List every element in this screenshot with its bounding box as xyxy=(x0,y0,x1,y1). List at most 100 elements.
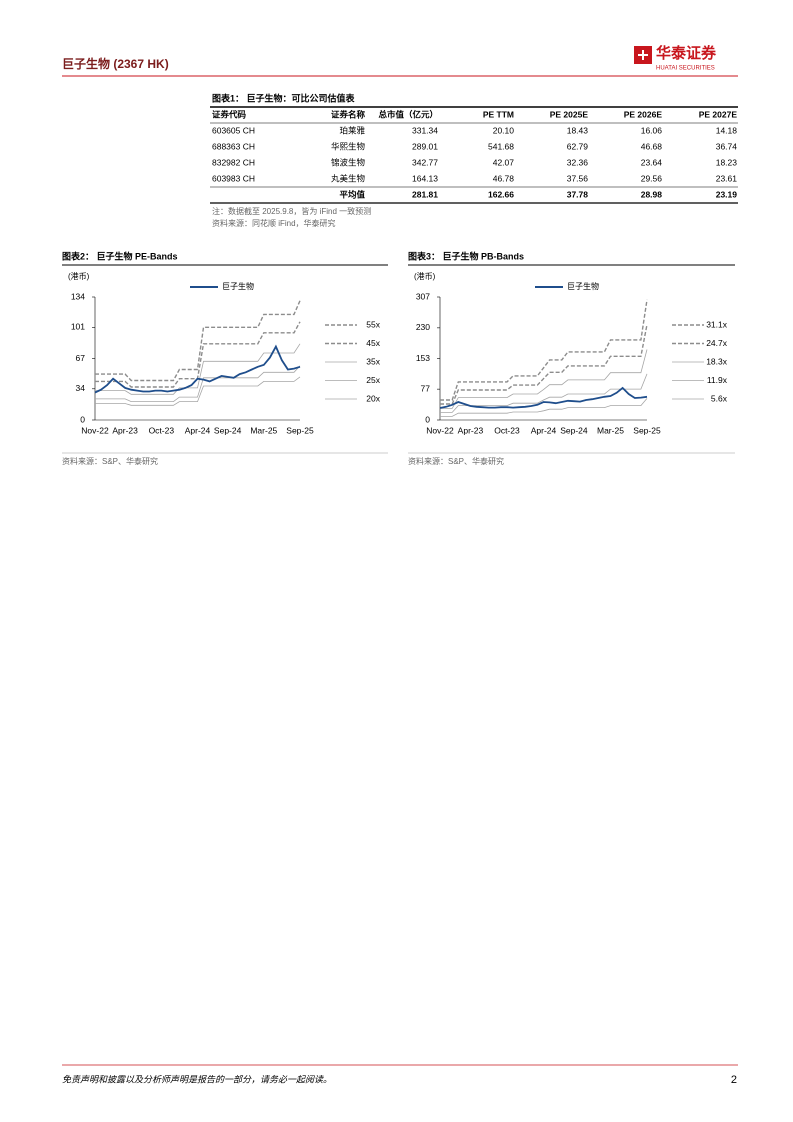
x-tick-label: Oct-23 xyxy=(494,425,520,435)
x-tick-label: Oct-23 xyxy=(149,425,175,435)
series-line xyxy=(439,386,648,409)
table-header: 证券代码 xyxy=(212,109,247,119)
series-line xyxy=(440,373,648,413)
series-line xyxy=(440,324,648,405)
series-line xyxy=(95,300,301,382)
table-cell: 603983 CH xyxy=(212,173,255,183)
x-tick-label: Apr-23 xyxy=(112,425,138,435)
series-line xyxy=(95,376,301,406)
table-cell: 28.98 xyxy=(641,189,663,199)
legend-label: 巨子生物 xyxy=(567,281,599,291)
page-number: 2 xyxy=(731,1074,737,1086)
legend-label: 5.6x xyxy=(711,393,728,403)
x-tick-label: Sep-24 xyxy=(560,425,588,435)
table-cell: 珀莱雅 xyxy=(339,125,365,135)
table-cell: 32.36 xyxy=(567,157,589,167)
disclaimer: 免责声明和披露以及分析师声明是报告的一部分，请务必一起阅读。 xyxy=(62,1074,332,1084)
legend-label: 24.7x xyxy=(706,338,728,348)
chart-title: 图表2： 巨子生物 PE-Bands xyxy=(62,250,178,261)
legend-label: 35x xyxy=(366,356,380,366)
y-tick-label: 101 xyxy=(71,322,85,332)
series-line xyxy=(95,365,301,402)
table-header: PE TTM xyxy=(483,109,514,119)
logo-mark xyxy=(638,50,648,60)
table-header: PE 2027E xyxy=(699,109,738,119)
legend-label: 25x xyxy=(366,375,380,385)
series-line xyxy=(95,321,301,388)
y-tick-label: 307 xyxy=(416,291,430,301)
table-header: PE 2025E xyxy=(550,109,589,119)
series-line xyxy=(94,344,301,394)
logo-en: HUATAI SECURITIES xyxy=(656,66,715,72)
y-tick-label: 230 xyxy=(416,322,430,332)
x-tick-label: Mar-25 xyxy=(250,425,277,435)
table-cell: 华熙生物 xyxy=(331,141,366,151)
table-cell: 42.07 xyxy=(493,157,515,167)
legend-label: 18.3x xyxy=(706,356,728,366)
series-line xyxy=(440,398,648,417)
table-cell: 平均值 xyxy=(339,189,365,199)
logo-cn: 华泰证券 xyxy=(656,44,717,62)
table-cell: 46.68 xyxy=(641,141,663,151)
y-unit: (港币) xyxy=(68,271,90,281)
y-unit: (港币) xyxy=(414,271,436,281)
table-cell: 832982 CH xyxy=(212,157,255,167)
table-cell: 289.01 xyxy=(412,141,438,151)
table-cell: 锦波生物 xyxy=(331,157,366,167)
table-cell: 29.56 xyxy=(641,173,663,183)
y-tick-label: 0 xyxy=(425,414,430,424)
chart-title: 图表3： 巨子生物 PB-Bands xyxy=(408,250,524,261)
series-line xyxy=(440,299,648,401)
chart-source: 资料来源：S&P、华泰研究 xyxy=(408,456,504,466)
table-cell: 37.78 xyxy=(567,189,589,199)
table-cell: 603605 CH xyxy=(212,125,255,135)
legend-label: 11.9x xyxy=(707,375,728,385)
y-tick-label: 153 xyxy=(416,353,430,363)
y-tick-label: 67 xyxy=(76,353,86,363)
x-tick-label: Sep-25 xyxy=(286,425,314,435)
table-cell: 20.10 xyxy=(493,125,515,135)
table-cell: 丸美生物 xyxy=(331,173,366,183)
legend-label: 20x xyxy=(366,393,380,403)
x-tick-label: Apr-23 xyxy=(458,425,484,435)
series-line xyxy=(440,349,648,409)
table-cell: 162.66 xyxy=(488,189,514,199)
y-tick-label: 0 xyxy=(80,414,85,424)
x-tick-label: Sep-24 xyxy=(214,425,242,435)
x-tick-label: Apr-24 xyxy=(531,425,557,435)
table-source: 资料来源：同花顺 iFind，华泰研究 xyxy=(212,218,336,228)
x-tick-label: Nov-22 xyxy=(81,425,109,435)
company: 巨子生物 (2367 HK) xyxy=(62,56,169,71)
table-note: 注：数据截至 2025.9.8，皆为 iFind 一致预测 xyxy=(212,206,371,216)
x-tick-label: Apr-24 xyxy=(185,425,211,435)
table-cell: 23.64 xyxy=(641,157,663,167)
table-cell: 342.77 xyxy=(412,157,438,167)
table-cell: 23.61 xyxy=(716,173,738,183)
y-tick-label: 134 xyxy=(71,291,85,301)
table-cell: 281.81 xyxy=(412,189,438,199)
table-cell: 16.06 xyxy=(641,125,663,135)
legend-label: 55x xyxy=(366,319,380,329)
y-tick-label: 34 xyxy=(76,383,86,393)
table-cell: 18.23 xyxy=(716,157,738,167)
table-header: 总市值（亿元） xyxy=(378,109,438,119)
table-cell: 18.43 xyxy=(567,125,589,135)
legend-label: 31.1x xyxy=(706,319,728,329)
table-title: 图表1： 巨子生物：可比公司估值表 xyxy=(212,92,356,103)
table-cell: 164.13 xyxy=(412,173,438,183)
series-line xyxy=(95,343,301,395)
table-cell: 541.68 xyxy=(488,141,514,151)
x-tick-label: Sep-25 xyxy=(633,425,661,435)
table-cell: 23.19 xyxy=(716,189,738,199)
chart-source: 资料来源：S&P、华泰研究 xyxy=(62,456,158,466)
y-tick-label: 77 xyxy=(421,383,431,393)
legend-label: 巨子生物 xyxy=(222,281,254,291)
table-cell: 46.78 xyxy=(493,173,515,183)
table-header: PE 2026E xyxy=(624,109,663,119)
table-cell: 37.56 xyxy=(567,173,589,183)
legend-label: 45x xyxy=(366,338,380,348)
table-cell: 62.79 xyxy=(567,141,589,151)
table-cell: 14.18 xyxy=(716,125,738,135)
x-tick-label: Mar-25 xyxy=(597,425,624,435)
